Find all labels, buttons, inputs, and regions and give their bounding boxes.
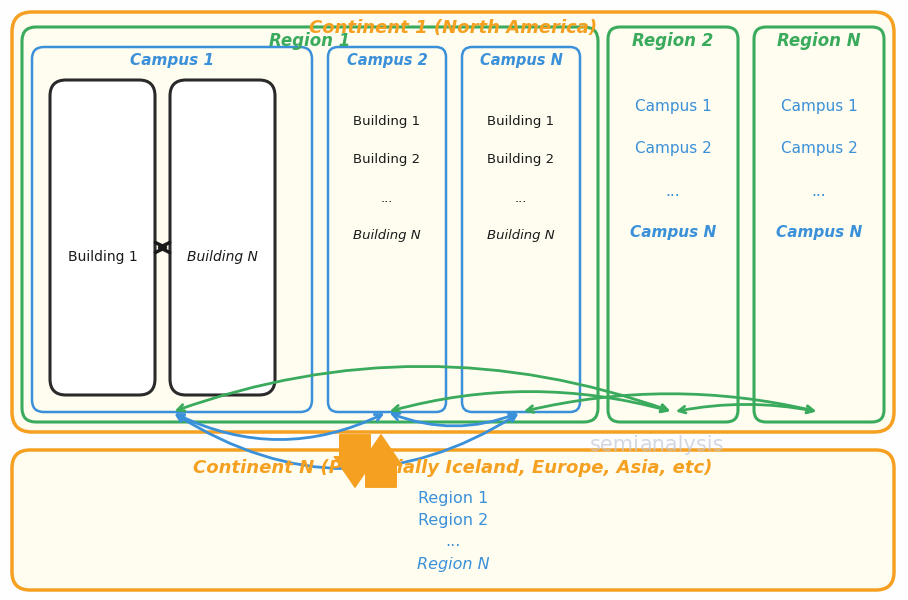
Text: Building 1: Building 1 xyxy=(353,115,420,128)
Text: Campus 2: Campus 2 xyxy=(635,142,711,157)
FancyArrowPatch shape xyxy=(360,435,402,487)
Text: Region 1: Region 1 xyxy=(418,491,489,505)
FancyArrowPatch shape xyxy=(334,435,376,487)
Text: Building N: Building N xyxy=(488,229,555,242)
Text: semi: semi xyxy=(590,435,640,455)
Text: ...: ... xyxy=(666,184,680,199)
FancyBboxPatch shape xyxy=(50,80,155,395)
Text: Campus N: Campus N xyxy=(630,226,716,241)
Text: Region N: Region N xyxy=(777,32,861,50)
Text: Region 2: Region 2 xyxy=(632,32,714,50)
Text: analysis: analysis xyxy=(640,435,725,455)
Text: ...: ... xyxy=(380,191,393,205)
Text: Region N: Region N xyxy=(417,557,489,571)
Text: Region 1: Region 1 xyxy=(270,32,350,50)
FancyBboxPatch shape xyxy=(12,450,894,590)
Text: Building N: Building N xyxy=(187,251,258,265)
Text: ...: ... xyxy=(515,191,528,205)
FancyBboxPatch shape xyxy=(12,12,894,432)
Text: Campus 1: Campus 1 xyxy=(635,100,711,115)
Text: Building 1: Building 1 xyxy=(67,251,137,265)
Text: Building 2: Building 2 xyxy=(353,154,420,166)
Text: Campus N: Campus N xyxy=(775,226,862,241)
Text: Building 1: Building 1 xyxy=(488,115,555,128)
Text: Campus 2: Campus 2 xyxy=(347,53,428,68)
Text: Campus 1: Campus 1 xyxy=(130,53,214,68)
Text: Campus 2: Campus 2 xyxy=(781,142,857,157)
FancyBboxPatch shape xyxy=(170,80,275,395)
Text: ...: ... xyxy=(445,535,460,550)
Text: ...: ... xyxy=(812,184,826,199)
Text: Region 2: Region 2 xyxy=(418,512,489,527)
Text: Continent 1 (North America): Continent 1 (North America) xyxy=(309,19,597,37)
Text: Campus N: Campus N xyxy=(479,53,562,68)
Text: Campus 1: Campus 1 xyxy=(781,100,857,115)
Text: Building 2: Building 2 xyxy=(488,154,555,166)
Text: Building N: Building N xyxy=(353,229,420,242)
Text: Continent N (Potentially Iceland, Europe, Asia, etc): Continent N (Potentially Iceland, Europe… xyxy=(193,459,713,477)
